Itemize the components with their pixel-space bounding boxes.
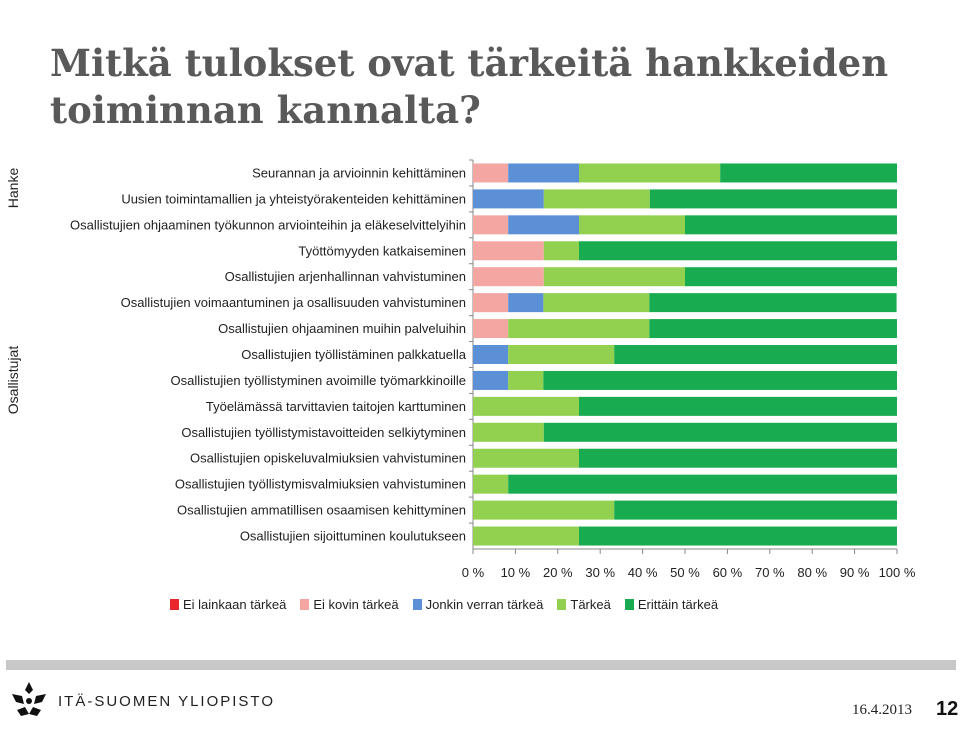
- category-label: Osallistujien opiskeluvalmiuksien vahvis…: [190, 451, 466, 466]
- bar-segment: [508, 345, 615, 364]
- bar-segment: [543, 189, 650, 209]
- legend-swatch: [557, 599, 567, 610]
- bar-segment: [614, 500, 897, 520]
- category-label: Osallistujien ammatillisen osaamisen keh…: [177, 503, 466, 518]
- category-label: Osallistujien työllistyminen avoimille t…: [171, 373, 467, 388]
- x-tick-label: 0 %: [462, 565, 485, 580]
- legend-swatch: [412, 599, 422, 610]
- bar-segment: [508, 215, 579, 235]
- legend-label: Erittäin tärkeä: [637, 597, 719, 612]
- category-label: Osallistujien voimaantuminen ja osallisu…: [121, 295, 466, 310]
- x-tick-label: 30 %: [585, 565, 615, 580]
- bar-segment: [543, 293, 650, 313]
- legend-item: Ei lainkaan tärkeä: [170, 597, 286, 612]
- legend-label: Ei kovin tärkeä: [313, 597, 399, 612]
- x-tick-label: 60 %: [713, 565, 743, 580]
- legend-item: Jonkin verran tärkeä: [412, 597, 544, 612]
- bar-segment: [685, 267, 897, 287]
- bar-segment: [649, 293, 897, 313]
- bar-segment: [579, 241, 897, 261]
- bar-segment: [473, 319, 509, 339]
- category-label: Osallistujien työllistäminen palkkatuell…: [241, 347, 466, 362]
- legend-item: Tärkeä: [557, 597, 611, 612]
- x-tick-label: 20 %: [543, 565, 573, 580]
- page-title: Mitkä tulokset ovat tärkeitä hankkeiden …: [50, 41, 889, 132]
- bar-segment: [508, 163, 579, 183]
- bar-segment: [720, 163, 897, 183]
- bar-segment: [473, 163, 509, 183]
- legend-swatch: [300, 599, 310, 610]
- bar-segment: [579, 396, 897, 416]
- bar-segment: [543, 422, 897, 442]
- bar-segment: [543, 267, 685, 287]
- category-label: Osallistujien työllistymisvalmiuksien va…: [175, 477, 466, 492]
- bar-segment: [579, 163, 721, 183]
- bar-segment: [473, 500, 615, 520]
- bar-segment: [473, 215, 509, 235]
- bar-segment: [649, 189, 897, 209]
- legend-swatch: [170, 599, 179, 610]
- legend-swatch: [624, 599, 634, 610]
- bar-segment: [508, 370, 544, 390]
- category-label: Työttömyyden katkaiseminen: [298, 243, 466, 258]
- bar-segment: [473, 345, 509, 364]
- legend-item: Erittäin tärkeä: [624, 597, 719, 612]
- bar-segment: [685, 215, 897, 235]
- x-tick-label: 70 %: [755, 565, 785, 580]
- plot-area: Seurannan ja arvioinnin kehittäminen Uusi…: [70, 159, 916, 580]
- legend-label: Tärkeä: [570, 597, 611, 612]
- legend-label: Jonkin verran tärkeä: [425, 597, 544, 612]
- x-tick-label: 90 %: [840, 565, 870, 580]
- footer-band: [6, 660, 956, 670]
- legend-label: Ei lainkaan tärkeä: [183, 597, 287, 612]
- university-name: ITÄ-SUOMEN YLIOPISTO: [58, 692, 275, 710]
- page-number: 12: [936, 698, 959, 720]
- bar-segment: [614, 345, 897, 364]
- bar-segment: [508, 319, 650, 339]
- chart-legend: Ei lainkaan tärkeä Ei kovin tärkeä Jonki…: [170, 597, 732, 612]
- x-tick-label: 100 %: [879, 565, 916, 580]
- bar-segment: [473, 474, 509, 494]
- bar-segment: [473, 448, 579, 468]
- category-label: Työelämässä tarvittavien taitojen karttu…: [206, 399, 466, 414]
- bar-segment: [473, 293, 509, 313]
- footer-date: 16.4.2013: [852, 702, 912, 718]
- category-label: Uusien toimintamallien ja yhteistyöraken…: [121, 191, 466, 206]
- bar-segment: [508, 293, 544, 313]
- x-tick-label: 10 %: [501, 565, 531, 580]
- bar-segment: [543, 241, 579, 261]
- category-label: Osallistujien sijoittuminen koulutukseen: [240, 529, 466, 544]
- bar-segment: [473, 396, 579, 416]
- category-label: Osallistujien työllistymistavoitteiden s…: [181, 425, 466, 440]
- stacked-bar-chart: Seurannan ja arvioinnin kehittäminen Uusi…: [70, 159, 916, 580]
- bar-segment: [649, 319, 897, 339]
- bar-segment: [473, 189, 544, 209]
- bar-segment: [579, 215, 685, 235]
- x-tick-label: 80 %: [797, 565, 827, 580]
- category-label: Osallistujien arjenhallinnan vahvistumin…: [225, 269, 466, 284]
- university-emblem-icon: [12, 682, 46, 716]
- bar-segment: [473, 241, 544, 261]
- bar-segment: [473, 267, 544, 287]
- university-logo: ITÄ-SUOMEN YLIOPISTO: [8, 680, 275, 722]
- x-tick-label: 50 %: [670, 565, 700, 580]
- category-label: Seurannan ja arvioinnin kehittäminen: [252, 165, 466, 180]
- bar-segment: [473, 370, 509, 390]
- x-tick-label: 40 %: [628, 565, 658, 580]
- bar-segment: [473, 526, 579, 546]
- bar-segment: [579, 448, 897, 468]
- bar-segment: [543, 370, 897, 390]
- category-label: Osallistujien ohjaaminen työkunnon arvio…: [70, 217, 466, 232]
- bar-segment: [508, 474, 897, 494]
- category-label: Osallistujien ohjaaminen muihin palvelui…: [218, 321, 466, 336]
- bar-segment: [579, 526, 897, 546]
- legend-item: Ei kovin tärkeä: [300, 597, 399, 612]
- bar-segment: [473, 422, 544, 442]
